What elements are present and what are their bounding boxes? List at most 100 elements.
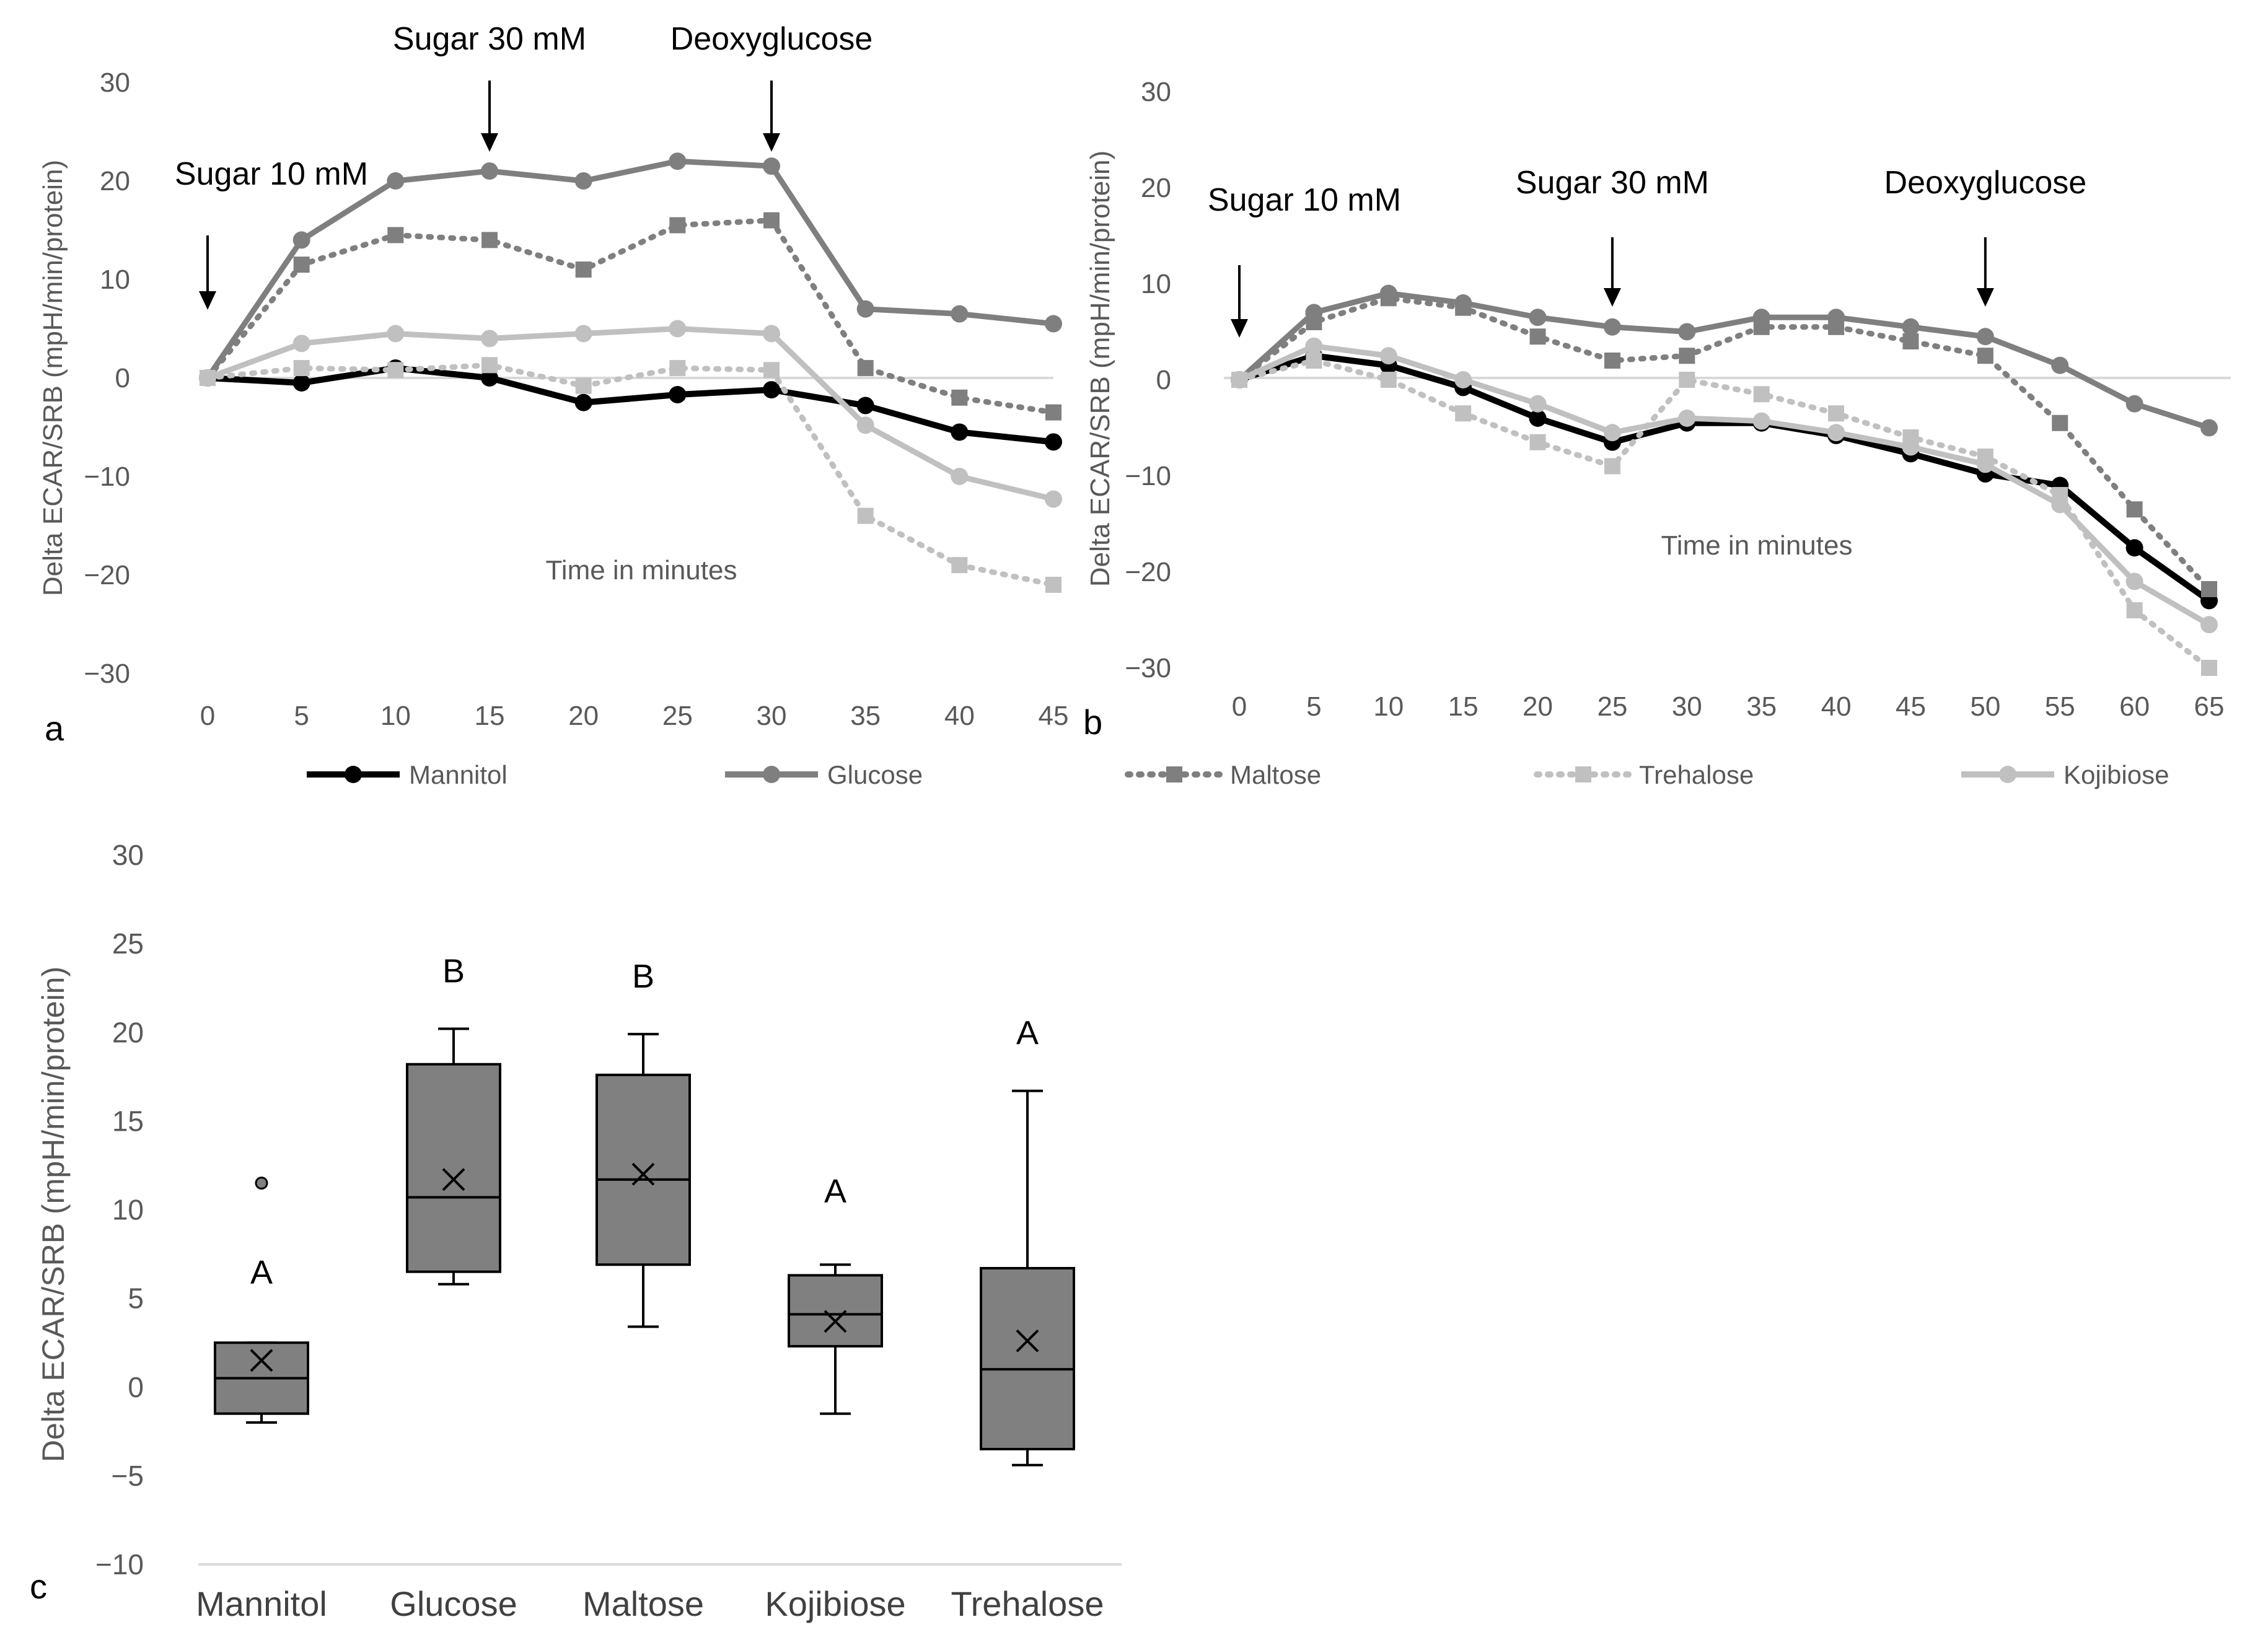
data-point-maltose <box>1455 299 1472 316</box>
data-point-glucose <box>1902 318 1920 336</box>
data-point-trehalose <box>1045 576 1061 593</box>
data-point-maltose <box>763 212 780 229</box>
data-point-kojibiose <box>1902 438 1920 456</box>
panel-b-x-axis-title: Time in minutes <box>1661 530 1853 561</box>
series-kojibiose <box>199 320 1062 508</box>
data-point-kojibiose <box>1752 412 1770 430</box>
data-point-mannitol <box>292 374 310 392</box>
data-point-maltose <box>857 360 874 377</box>
panel-b-y-tick: 20 <box>1141 173 1171 203</box>
data-point-maltose <box>293 256 310 273</box>
panel-a-y-tick: 0 <box>115 363 130 393</box>
data-point-kojibiose <box>1045 490 1062 508</box>
data-point-kojibiose <box>1976 455 1994 473</box>
panel-a-y-tick: −10 <box>84 462 130 492</box>
data-point-maltose <box>1679 348 1695 364</box>
panel-b-x-tick: 50 <box>1970 691 2000 722</box>
panel-a-x-axis-title: Time in minutes <box>546 555 737 585</box>
data-point-trehalose <box>669 360 686 377</box>
data-point-trehalose <box>857 507 874 524</box>
data-point-kojibiose <box>669 320 687 338</box>
data-point-kojibiose <box>292 335 310 353</box>
panel-a-y-tick: 30 <box>100 68 130 98</box>
data-point-maltose <box>1306 314 1322 330</box>
data-point-maltose <box>1045 404 1061 421</box>
data-point-maltose <box>387 227 404 243</box>
panel-b-label: b <box>1083 703 1102 742</box>
data-point-maltose <box>481 232 498 248</box>
series-mannitol <box>199 359 1062 451</box>
panel-a-y-axis-title: Delta ECAR/SRB (mpH/min/protein) <box>38 160 68 596</box>
legend-item-glucose: Glucose <box>725 760 923 789</box>
data-point-glucose <box>574 172 592 190</box>
data-point-trehalose <box>387 362 404 379</box>
panel-b-y-tick: 10 <box>1141 269 1171 299</box>
box-mean-marker <box>1016 1329 1039 1352</box>
legend-label: Mannitol <box>409 760 508 789</box>
legend-item-kojibiose: Kojibiose <box>1961 760 2169 789</box>
data-point-maltose <box>1828 318 1845 335</box>
annotation-label: Sugar 10 mM <box>175 156 368 192</box>
data-point-kojibiose <box>574 325 592 343</box>
panel-a-label: a <box>45 709 64 748</box>
data-point-trehalose <box>1828 405 1845 422</box>
legend-label: Maltose <box>1230 760 1321 789</box>
data-point-kojibiose <box>1529 395 1547 413</box>
legend-item-maltose: Maltose <box>1125 760 1321 789</box>
panel-b-x-tick: 30 <box>1672 691 1702 722</box>
panel-c-y-axis-title: Delta ECAR/SRB (mpH/min/protein) <box>36 967 71 1462</box>
data-point-kojibiose <box>763 325 780 343</box>
panel-b-x-tick: 15 <box>1448 691 1479 722</box>
significance-letter: B <box>442 953 465 990</box>
annotation-label: Sugar 10 mM <box>1208 182 1401 218</box>
data-point-trehalose <box>1380 372 1397 388</box>
box-mannitol: A Mannitol <box>196 1177 327 1623</box>
panel-c-y-tick: −10 <box>95 1548 144 1580</box>
data-point-maltose <box>1380 290 1397 307</box>
panel-b-x-tick: 20 <box>1523 691 1553 722</box>
data-point-glucose <box>1603 318 1621 336</box>
legend-label: Trehalose <box>1639 760 1754 789</box>
series-line-trehalose <box>1236 357 2212 671</box>
data-point-trehalose <box>481 357 498 374</box>
annotation-arrow-head <box>763 133 780 152</box>
series-line-mannitol <box>207 365 1054 445</box>
category-label: Glucose <box>390 1584 517 1623</box>
panel-b-x-tick: 35 <box>1746 691 1777 722</box>
annotation-label: Sugar 30 mM <box>1516 165 1709 201</box>
data-point-glucose <box>2125 395 2143 413</box>
data-point-kojibiose <box>199 369 216 387</box>
legend-label: Glucose <box>827 760 923 789</box>
data-point-kojibiose <box>2051 496 2069 514</box>
annotation-arrow-head <box>481 133 498 152</box>
category-label: Kojibiose <box>765 1584 905 1623</box>
legend-marker <box>1575 766 1591 782</box>
data-point-maltose <box>2201 581 2217 597</box>
data-point-trehalose <box>1306 353 1322 369</box>
data-point-glucose <box>387 172 405 190</box>
panel-b-x-tick: 45 <box>1896 691 1926 722</box>
panel-b-y-tick: −20 <box>1125 557 1171 587</box>
legend: Mannitol Glucose Maltose Trehalose Kojibiose <box>307 760 2169 789</box>
series-line-glucose <box>1237 291 2210 431</box>
panel-a-x-tick: 0 <box>200 701 215 731</box>
data-point-maltose <box>1977 348 1993 364</box>
series-line-maltose <box>1236 295 2212 592</box>
panel-c-y-tick: 10 <box>112 1194 144 1226</box>
data-point-trehalose <box>763 362 780 379</box>
data-point-trehalose <box>575 377 592 394</box>
panel-b-x-tick: 65 <box>2194 691 2225 722</box>
box-iqr <box>406 1063 501 1273</box>
data-point-maltose <box>2126 501 2143 518</box>
series-maltose <box>200 212 1061 421</box>
data-point-glucose <box>1045 315 1062 333</box>
significance-letter: B <box>632 958 654 995</box>
data-point-kojibiose <box>951 468 969 485</box>
panel-b-y-tick: 30 <box>1141 77 1171 107</box>
data-point-glucose <box>951 305 969 323</box>
annotation-label: Deoxyglucose <box>1884 165 2087 201</box>
series-line-kojibiose <box>1238 343 2211 628</box>
data-point-kojibiose <box>2200 616 2218 634</box>
panel-c-y-tick: 30 <box>112 839 144 871</box>
data-point-maltose <box>2052 414 2068 431</box>
